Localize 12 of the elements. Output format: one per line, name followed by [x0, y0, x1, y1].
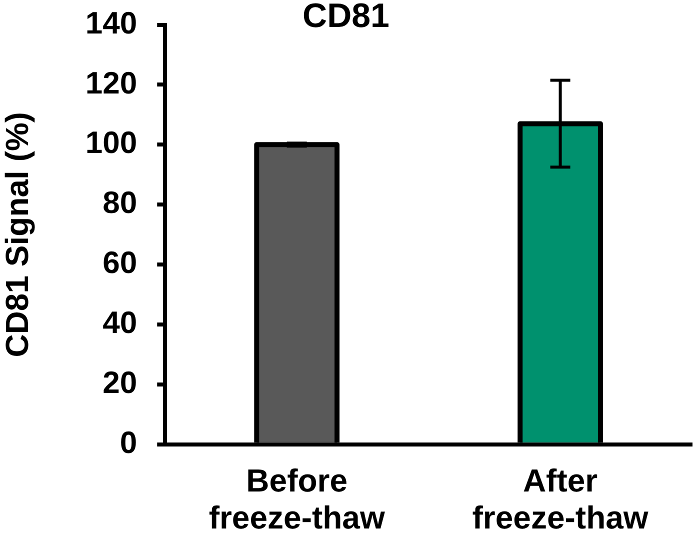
x-tick-label: After freeze-thaw [472, 462, 648, 536]
chart-title: CD81 [302, 0, 390, 35]
x-tick-label: Before freeze-thaw [208, 462, 385, 536]
y-tick-label: 60 [102, 245, 138, 280]
y-tick-label: 0 [120, 424, 138, 460]
y-tick-label: 140 [85, 5, 138, 40]
y-tick-label: 120 [85, 65, 138, 100]
y-tick-label: 20 [102, 365, 138, 400]
y-tick-label: 80 [102, 185, 138, 220]
y-tick-label: 40 [102, 305, 138, 340]
y-axis-title: CD81 Signal (%) [0, 112, 36, 358]
y-tick-label: 100 [85, 125, 138, 160]
